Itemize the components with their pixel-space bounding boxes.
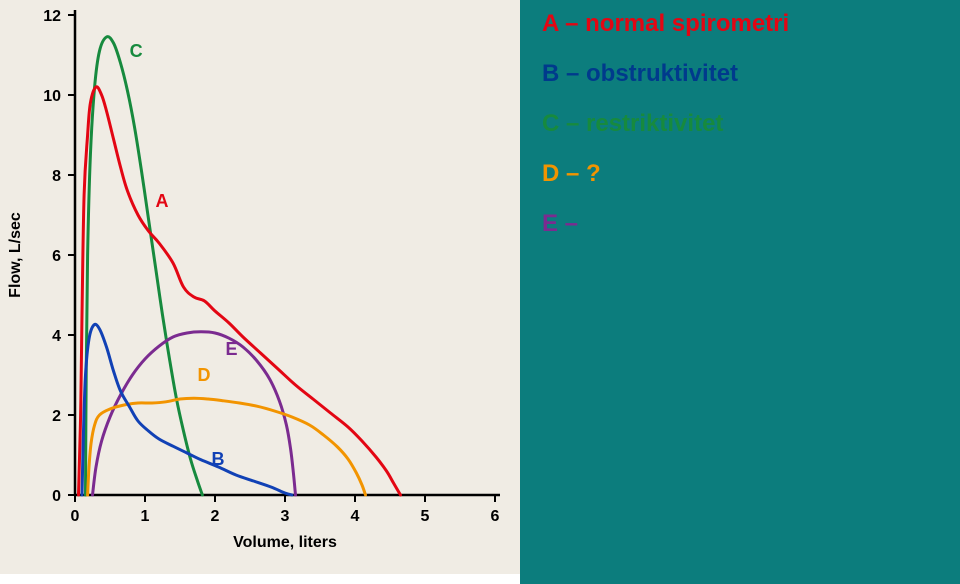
legend-item-c: C – restriktivitet	[542, 110, 960, 138]
legend-item-e: E –	[542, 210, 960, 238]
legend-item-d: D – ?	[542, 160, 960, 188]
svg-text:8: 8	[52, 168, 61, 185]
svg-text:6: 6	[52, 248, 61, 265]
svg-text:C: C	[130, 41, 143, 61]
svg-text:4: 4	[351, 508, 360, 525]
svg-text:4: 4	[52, 328, 61, 345]
svg-text:2: 2	[52, 408, 61, 425]
svg-text:3: 3	[281, 508, 290, 525]
svg-text:E: E	[226, 339, 238, 359]
flow-volume-chart: 0123456024681012Volume, litersFlow, L/se…	[0, 0, 520, 574]
legend-item-a: A – normal spirometri	[542, 10, 960, 38]
svg-text:0: 0	[71, 508, 80, 525]
svg-text:D: D	[198, 365, 211, 385]
svg-text:0: 0	[52, 488, 61, 505]
svg-text:Volume, liters: Volume, liters	[233, 534, 337, 551]
svg-text:A: A	[156, 191, 169, 211]
overlay-rectangle	[560, 260, 960, 460]
svg-text:2: 2	[211, 508, 220, 525]
svg-text:1: 1	[141, 508, 150, 525]
svg-text:10: 10	[43, 88, 61, 105]
legend-item-b: B – obstruktivitet	[542, 60, 960, 88]
chart-container: 0123456024681012Volume, litersFlow, L/se…	[0, 0, 520, 574]
svg-text:B: B	[212, 449, 225, 469]
svg-text:6: 6	[491, 508, 500, 525]
svg-text:12: 12	[43, 8, 61, 25]
svg-text:Flow, L/sec: Flow, L/sec	[7, 212, 24, 298]
svg-text:5: 5	[421, 508, 430, 525]
